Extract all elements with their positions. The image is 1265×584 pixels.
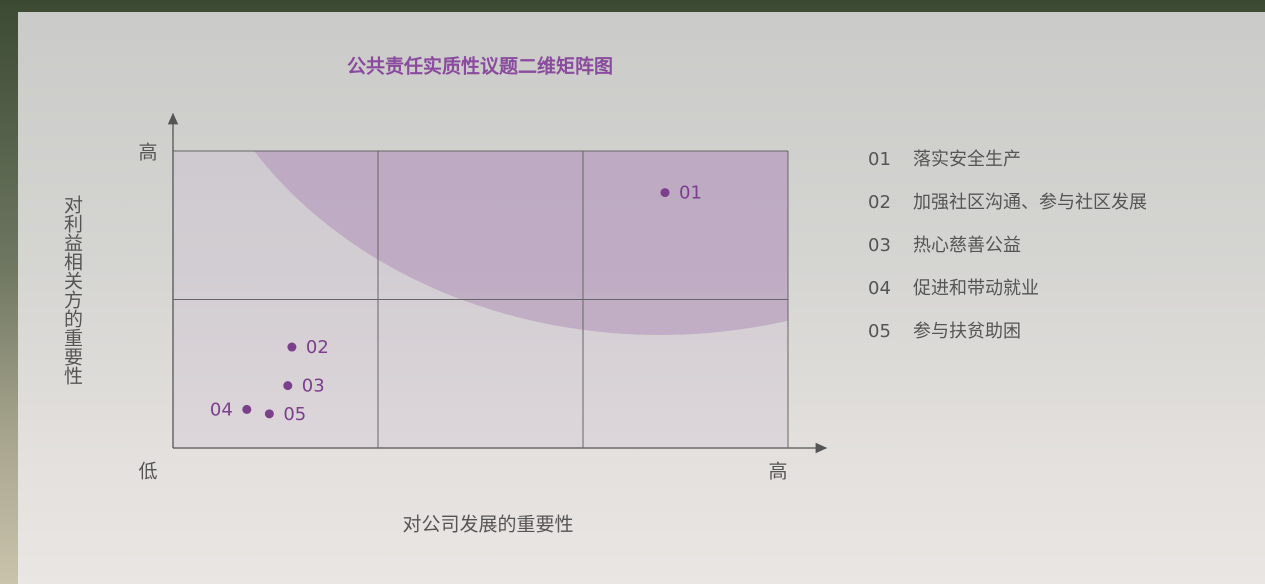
point-label: 05 [283,404,306,425]
legend-code: 03 [868,235,891,256]
x-axis-label: 对公司发展的重要性 [402,514,573,536]
point-label: 02 [306,337,329,358]
legend-name: 参与扶贫助困 [913,321,1021,342]
legend-code: 05 [868,321,891,342]
y-tick-label: 高 [138,142,157,164]
x-tick-label: 低 [138,461,157,483]
point [283,381,293,391]
panel [18,12,1265,584]
point-label: 03 [302,376,325,397]
point-label: 04 [210,399,233,420]
legend-name: 加强社区沟通、参与社区发展 [913,192,1147,213]
chart-title: 公共责任实质性议题二维矩阵图 [347,55,613,78]
legend-code: 01 [868,149,891,170]
point [242,404,252,414]
point [660,188,670,198]
legend-name: 促进和带动就业 [913,278,1039,299]
legend-code: 02 [868,192,891,213]
point-label: 01 [679,183,702,204]
x-tick-label: 高 [768,461,787,483]
legend-code: 04 [868,278,891,299]
point [264,409,274,419]
legend-name: 热心慈善公益 [913,235,1021,256]
legend-name: 落实安全生产 [913,149,1021,170]
y-axis-label: 对利益相关方的重要性 [61,195,83,385]
point [287,342,297,352]
